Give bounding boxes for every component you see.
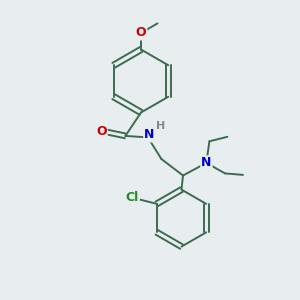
Text: O: O — [136, 26, 146, 40]
Text: N: N — [201, 156, 212, 170]
Text: N: N — [144, 128, 154, 142]
Text: Cl: Cl — [126, 191, 139, 204]
Text: O: O — [96, 125, 107, 138]
Text: H: H — [156, 121, 165, 131]
